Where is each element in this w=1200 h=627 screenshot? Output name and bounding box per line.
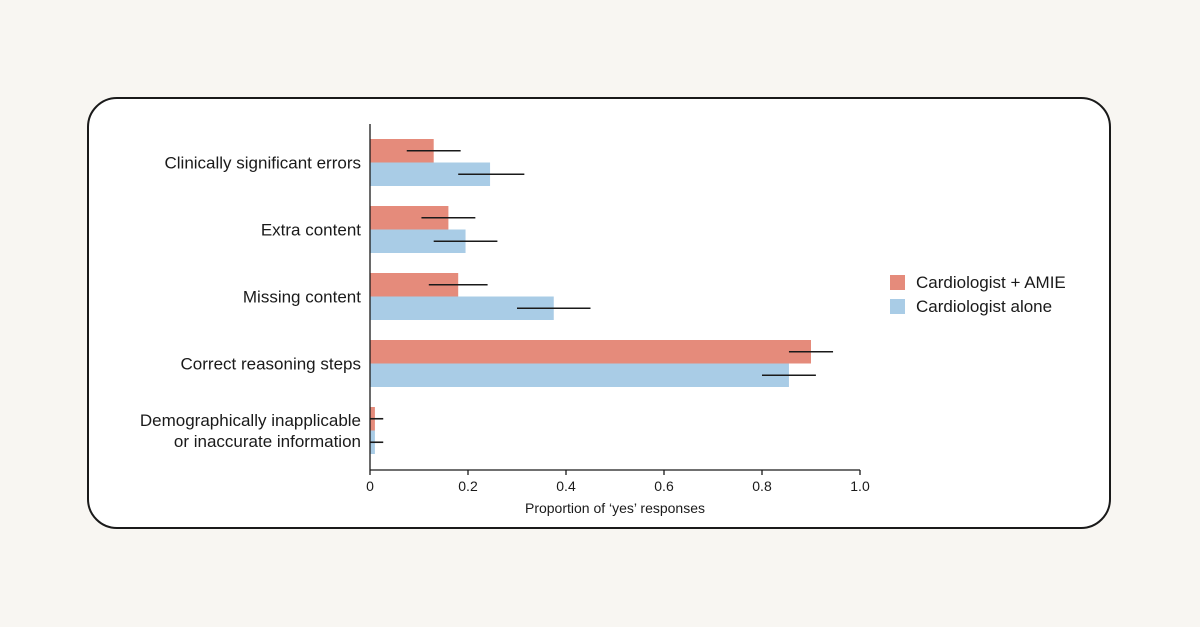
category-label: Correct reasoning steps — [181, 355, 361, 374]
x-axis-title: Proportion of ‘yes’ responses — [525, 500, 705, 516]
legend-swatch-cardiologist-amie — [890, 275, 905, 290]
x-tick-label: 0 — [366, 478, 374, 494]
legend: Cardiologist + AMIE Cardiologist alone — [890, 273, 1066, 316]
chart-card — [87, 97, 1111, 529]
bar-cardiologist-amie-0 — [370, 139, 434, 163]
category-labels-layer: Clinically significant errors Extra conte… — [140, 154, 361, 452]
bar-cardiologist-alone-0 — [370, 162, 491, 186]
bar-cardiologist-alone-1 — [370, 229, 466, 253]
x-tick-label: 0.4 — [556, 478, 576, 494]
category-label: Missing content — [243, 288, 361, 307]
bars-layer — [370, 139, 811, 454]
category-label: Clinically significant errors — [164, 154, 361, 173]
legend-label-cardiologist-amie: Cardiologist + AMIE — [916, 273, 1066, 292]
x-tick-label: 0.8 — [752, 478, 772, 494]
legend-label-cardiologist-alone: Cardiologist alone — [916, 297, 1052, 316]
bar-cardiologist-alone-2 — [370, 296, 554, 320]
x-tick-label: 0.6 — [654, 478, 674, 494]
x-tick-label: 0.2 — [458, 478, 478, 494]
category-label: Demographically inapplicable — [140, 411, 361, 430]
x-tick-label: 1.0 — [850, 478, 870, 494]
bar-cardiologist-amie-2 — [370, 273, 459, 297]
bar-cardiologist-amie-3 — [370, 340, 811, 364]
category-label: or inaccurate information — [174, 432, 361, 451]
bar-cardiologist-amie-1 — [370, 206, 449, 230]
bar-cardiologist-alone-3 — [370, 363, 789, 387]
error-bars-layer — [370, 149, 834, 444]
legend-swatch-cardiologist-alone — [890, 299, 905, 314]
axes-layer: 0 0.2 0.4 0.6 0.8 1.0 Proportion of ‘yes’ resp… — [366, 124, 870, 516]
category-label: Extra content — [261, 221, 361, 240]
